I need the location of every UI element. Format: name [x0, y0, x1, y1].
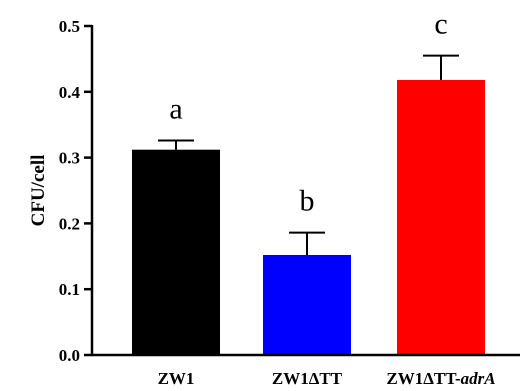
significance-letters: a b c — [169, 8, 447, 218]
bars — [132, 79, 485, 356]
y-axis-ticks: 0.0 0.1 0.2 0.3 0.4 0.5 — [59, 17, 92, 365]
y-tick-label: 0.5 — [59, 17, 80, 36]
x-axis-labels: ZW1 ZW1ΔTT ZW1ΔTT-adrA — [158, 369, 496, 388]
error-bar-2 — [289, 231, 325, 255]
bar-2 — [263, 254, 351, 355]
error-bar-1 — [158, 139, 194, 150]
bar-3 — [397, 79, 485, 356]
error-bars — [158, 54, 459, 255]
y-tick-label: 0.0 — [59, 346, 80, 365]
y-tick-label: 0.3 — [59, 149, 80, 168]
y-tick-label: 0.1 — [59, 280, 80, 299]
x-tick-label-1: ZW1 — [158, 369, 195, 388]
y-tick-label: 0.4 — [59, 83, 81, 102]
significance-letter-3: c — [434, 8, 447, 41]
y-tick-label: 0.2 — [59, 214, 80, 233]
x-tick-label-3: ZW1ΔTT-adrA — [386, 369, 495, 388]
significance-letter-1: a — [169, 92, 182, 125]
bar-1 — [132, 149, 220, 355]
significance-letter-2: b — [300, 185, 315, 218]
x-tick-label-2: ZW1ΔTT — [272, 369, 343, 388]
y-axis-title: CFU/cell — [28, 155, 49, 227]
error-bar-3 — [423, 54, 459, 80]
